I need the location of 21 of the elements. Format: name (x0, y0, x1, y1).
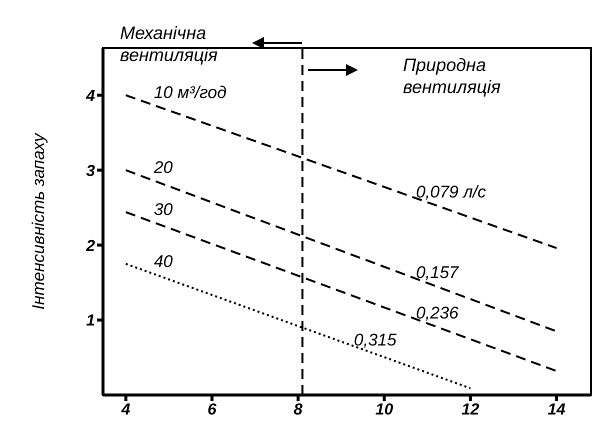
series-label: 30 (154, 200, 174, 220)
y-tick-label: 1 (86, 312, 96, 330)
annotation: Природна вентиляція (403, 54, 501, 98)
y-tick-label: 3 (86, 162, 96, 180)
x-tick-label: 4 (120, 401, 130, 418)
annotation: 0,236 (416, 304, 460, 323)
y-tick-label: 4 (85, 88, 96, 105)
x-tick-label: 12 (462, 401, 480, 418)
series-label: 20 (152, 158, 174, 178)
annotation: Механічна вентиляція (120, 22, 218, 66)
series-label: 40 (154, 252, 174, 271)
annotation: 0,315 (354, 330, 398, 350)
y-tick-label: 2 (85, 238, 96, 255)
x-tick-label: 10 (375, 401, 394, 418)
x-tick-label: 8 (294, 401, 303, 418)
x-tick-label: 14 (548, 401, 566, 418)
annotation: 0,079 л/с (416, 182, 487, 202)
y-axis-title: Інтенсивність запаху (29, 132, 48, 310)
x-tick-label: 6 (208, 401, 217, 418)
annotation: 0,157 (416, 263, 460, 282)
series-label: 10 м³/год (154, 83, 227, 102)
